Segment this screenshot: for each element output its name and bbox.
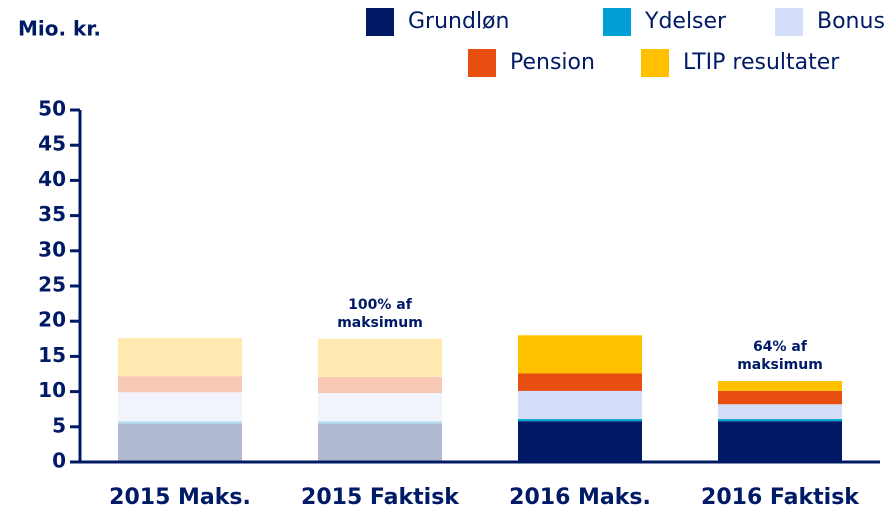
bar-segment — [118, 423, 242, 462]
y-tick-label: 40 — [38, 167, 66, 191]
y-tick-label: 20 — [38, 308, 66, 332]
legend-swatch — [468, 49, 496, 77]
chart-title: Mio. kr. — [18, 17, 101, 41]
bar-segment — [518, 373, 642, 391]
y-tick-label: 45 — [38, 132, 66, 156]
bar-segment — [318, 376, 442, 394]
bar-segment — [118, 392, 242, 422]
bar-segment — [118, 421, 242, 424]
annotation: 64% af — [753, 339, 808, 355]
bar-stack — [518, 335, 642, 462]
legend-swatch — [366, 8, 394, 36]
bar-segment — [518, 335, 642, 374]
y-tick-label: 30 — [38, 237, 66, 261]
legend-label: Pension — [510, 50, 595, 75]
bar-segment — [118, 376, 242, 393]
legend-swatch — [641, 49, 669, 77]
y-tick-label: 15 — [38, 343, 66, 367]
annotation: 100% af — [348, 297, 413, 313]
bar-segment — [318, 338, 442, 377]
bar-segment — [718, 390, 842, 405]
bar-segment — [718, 381, 842, 391]
y-tick-label: 0 — [52, 449, 66, 473]
x-tick-label: 2015 Maks. — [109, 485, 251, 510]
legend-label: Bonus — [817, 9, 885, 34]
bar-segment — [118, 338, 242, 377]
bar-stack — [118, 338, 242, 462]
legend-label: Ydelser — [644, 9, 727, 34]
x-tick-label: 2016 Faktisk — [701, 485, 860, 510]
y-tick-label: 5 — [52, 413, 66, 437]
annotation: maksimum — [337, 315, 423, 331]
bar-stack — [318, 338, 442, 462]
y-tick-label: 50 — [38, 97, 66, 121]
x-tick-label: 2015 Faktisk — [301, 485, 460, 510]
bar-segment — [718, 404, 842, 420]
legend-swatch — [603, 8, 631, 36]
bar-segment — [718, 419, 842, 422]
bar-segment — [518, 419, 642, 422]
y-tick-label: 25 — [38, 273, 66, 297]
legend-label: Grundløn — [408, 9, 509, 34]
legend-label: LTIP resultater — [683, 50, 840, 75]
bar-segment — [718, 421, 842, 462]
legend-swatch — [775, 8, 803, 36]
bar-segment — [518, 421, 642, 462]
y-tick-label: 10 — [38, 378, 66, 402]
y-tick-label: 35 — [38, 202, 66, 226]
bar-segment — [318, 393, 442, 422]
bar-segment — [318, 421, 442, 424]
x-tick-label: 2016 Maks. — [509, 485, 651, 510]
bar-stack — [718, 381, 842, 462]
bar-segment — [318, 423, 442, 462]
annotation: maksimum — [737, 357, 823, 373]
bar-segment — [518, 390, 642, 420]
